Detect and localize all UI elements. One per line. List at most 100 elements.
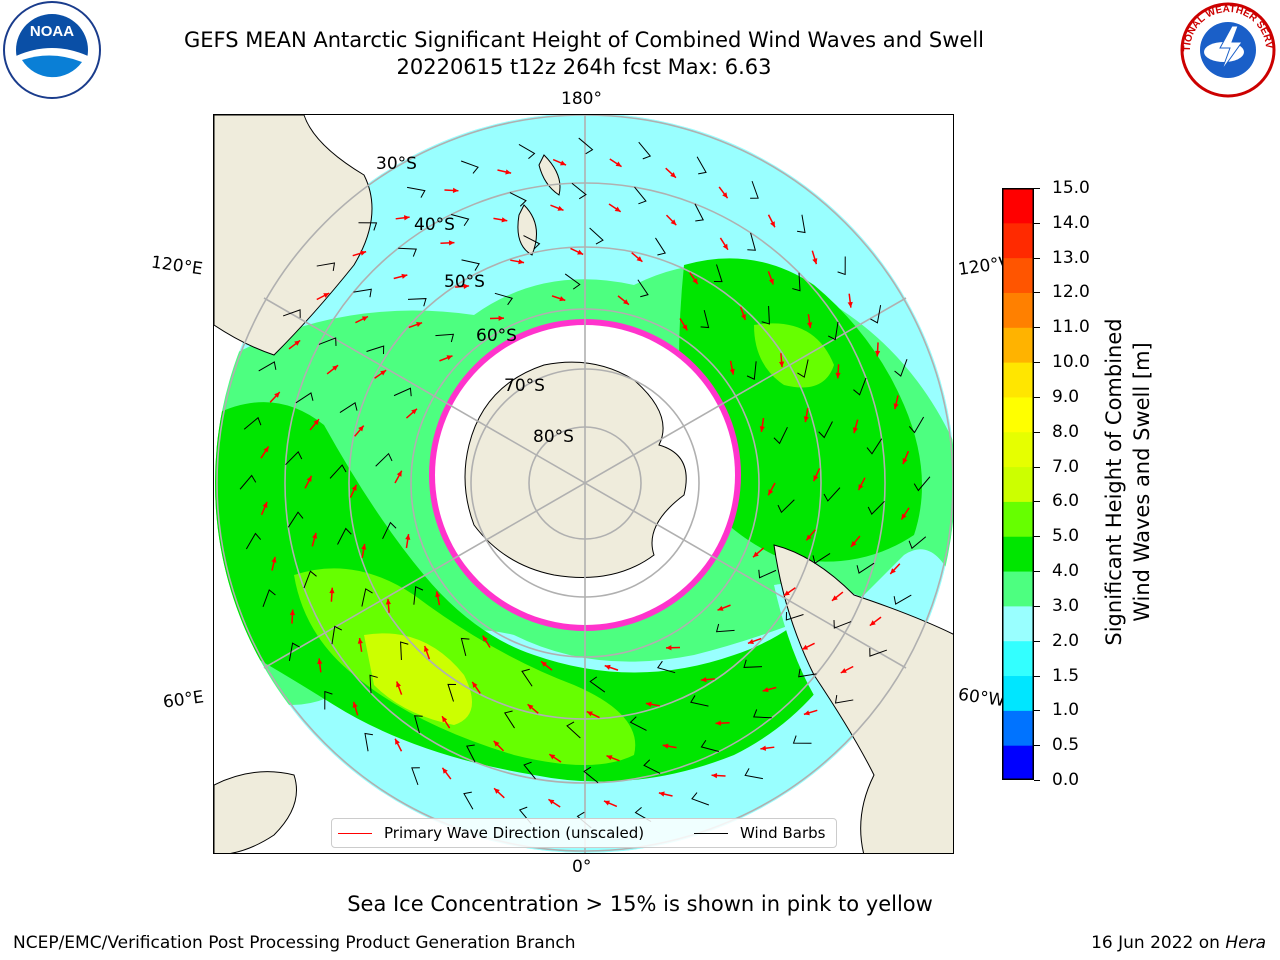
wind-barb bbox=[643, 759, 661, 774]
wave-arrow-head bbox=[893, 403, 899, 410]
wind-barb bbox=[324, 690, 333, 710]
colorbar-tick-label: 3.0 bbox=[1052, 595, 1080, 616]
wind-barb bbox=[504, 710, 515, 729]
wave-arrow-head bbox=[722, 243, 728, 250]
wave-arrow-head bbox=[831, 595, 838, 601]
lon-label-180: 180° bbox=[561, 89, 602, 109]
wave-arrow-head bbox=[463, 283, 470, 289]
wave-arrow-head bbox=[323, 293, 330, 298]
colorbar-tick-mark bbox=[1034, 710, 1040, 712]
wind-barb bbox=[578, 137, 594, 155]
wave-arrow-head bbox=[452, 187, 459, 194]
wave-arrow-head bbox=[747, 639, 754, 644]
wave-arrow-head bbox=[658, 791, 665, 797]
wind-barb bbox=[818, 421, 833, 439]
wind-barb bbox=[318, 337, 337, 346]
wind-barb bbox=[827, 321, 839, 341]
lon-label-60w: 60°W bbox=[956, 684, 1007, 712]
colorbar-tick-mark bbox=[1034, 780, 1040, 781]
wave-arrow-head bbox=[405, 534, 411, 540]
wind-barb bbox=[329, 464, 347, 479]
wave-arrow-head bbox=[586, 711, 593, 717]
wind-barb bbox=[777, 499, 795, 514]
wind-barb bbox=[657, 660, 676, 674]
colorbar-tick-label: 6.0 bbox=[1052, 491, 1080, 512]
wind-barb bbox=[407, 186, 426, 198]
wave-arrow-head bbox=[670, 172, 676, 178]
colorbar-tick-label: 7.0 bbox=[1052, 456, 1080, 477]
colorbar-tick-label: 1.0 bbox=[1052, 700, 1080, 721]
wind-barb bbox=[634, 186, 647, 205]
wave-arrow-head bbox=[559, 296, 566, 302]
wind-barb bbox=[834, 695, 854, 704]
wave-arrow-head bbox=[874, 350, 881, 357]
wind-barb bbox=[295, 392, 314, 404]
wind-barb bbox=[239, 474, 257, 490]
land-masses bbox=[214, 115, 953, 853]
wind-barb bbox=[413, 586, 424, 605]
lat-label-30s: 30°S bbox=[376, 154, 417, 174]
wave-arrow-head bbox=[403, 215, 410, 221]
wave-arrow-head bbox=[768, 489, 774, 496]
lon-label-60e: 60°E bbox=[161, 687, 206, 713]
noaa-logo-text: NOAA bbox=[30, 23, 74, 40]
wind-barb bbox=[466, 744, 476, 763]
wave-arrow-head bbox=[603, 800, 610, 806]
wind-barb bbox=[303, 570, 317, 589]
wave-arrow-head bbox=[615, 161, 622, 167]
colorbar-tick-mark bbox=[1034, 362, 1040, 364]
wave-arrow-head bbox=[614, 206, 621, 212]
wave-arrow-head bbox=[803, 710, 810, 716]
wave-arrow-head bbox=[494, 788, 500, 794]
wave-arrow-head bbox=[858, 484, 864, 491]
wind-barb bbox=[715, 623, 735, 633]
colorbar-tick-label: 5.0 bbox=[1052, 526, 1080, 547]
wave-arrow-head bbox=[271, 556, 277, 563]
legend-red-line bbox=[338, 833, 372, 834]
wind-barb bbox=[331, 625, 343, 645]
colorbar-tick-label: 0.0 bbox=[1052, 770, 1080, 790]
wave-arrow-head bbox=[807, 322, 813, 329]
colorbar-tick-mark bbox=[1034, 640, 1040, 642]
wave-arrow-head bbox=[498, 315, 504, 321]
wave-arrow-head bbox=[768, 278, 774, 285]
wind-barb bbox=[285, 451, 303, 466]
colorbar-segment bbox=[1002, 188, 1034, 224]
colorbar-segment bbox=[1002, 605, 1034, 642]
wind-barb bbox=[316, 262, 336, 271]
colorbar-label-line1: Significant Height of Combined bbox=[1102, 318, 1126, 646]
wind-barb bbox=[869, 648, 888, 657]
wind-barb bbox=[750, 180, 759, 199]
wind-barb bbox=[509, 192, 527, 207]
lat-label-70s: 70°S bbox=[504, 376, 545, 396]
colorbar-tick-mark bbox=[1034, 222, 1040, 224]
colorbar-tick-label: 4.0 bbox=[1052, 561, 1080, 582]
wave-arrow-head bbox=[722, 192, 728, 199]
colorbar-segment bbox=[1002, 710, 1034, 746]
colorbar-border bbox=[1002, 188, 1034, 780]
wave-arrow-head bbox=[312, 532, 318, 539]
wind-barb bbox=[798, 668, 817, 678]
colorbar-tick-mark bbox=[1034, 745, 1040, 747]
wave-arrow-head bbox=[411, 408, 417, 415]
wave-arrow-head bbox=[901, 513, 907, 520]
wave-arrow-head bbox=[670, 219, 677, 226]
colorbar-segment bbox=[1002, 222, 1034, 259]
wind-barb bbox=[746, 361, 757, 380]
wind-barb bbox=[245, 532, 262, 550]
colorbar-tick-mark bbox=[1034, 396, 1040, 398]
wind-barb bbox=[753, 709, 772, 719]
sea-ice-footnote: Sea Ice Concentration > 15% is shown in … bbox=[347, 892, 933, 916]
legend-item-barbs: Wind Barbs bbox=[694, 824, 825, 842]
wave-arrow-head bbox=[262, 501, 268, 508]
wave-arrow-head bbox=[317, 658, 323, 665]
wind-barb bbox=[518, 143, 536, 160]
wave-arrow-head bbox=[549, 754, 556, 760]
producer-credit: NCEP/EMC/Verification Post Processing Pr… bbox=[13, 933, 576, 953]
wave-arrow-head bbox=[527, 704, 534, 710]
wave-arrow-head bbox=[604, 664, 611, 670]
polar-map: 30°S 40°S 50°S 60°S 70°S 80°S bbox=[213, 114, 954, 854]
wind-barb bbox=[700, 739, 719, 752]
wind-barb bbox=[583, 766, 599, 784]
colorbar-tick-label: 11.0 bbox=[1052, 317, 1090, 338]
